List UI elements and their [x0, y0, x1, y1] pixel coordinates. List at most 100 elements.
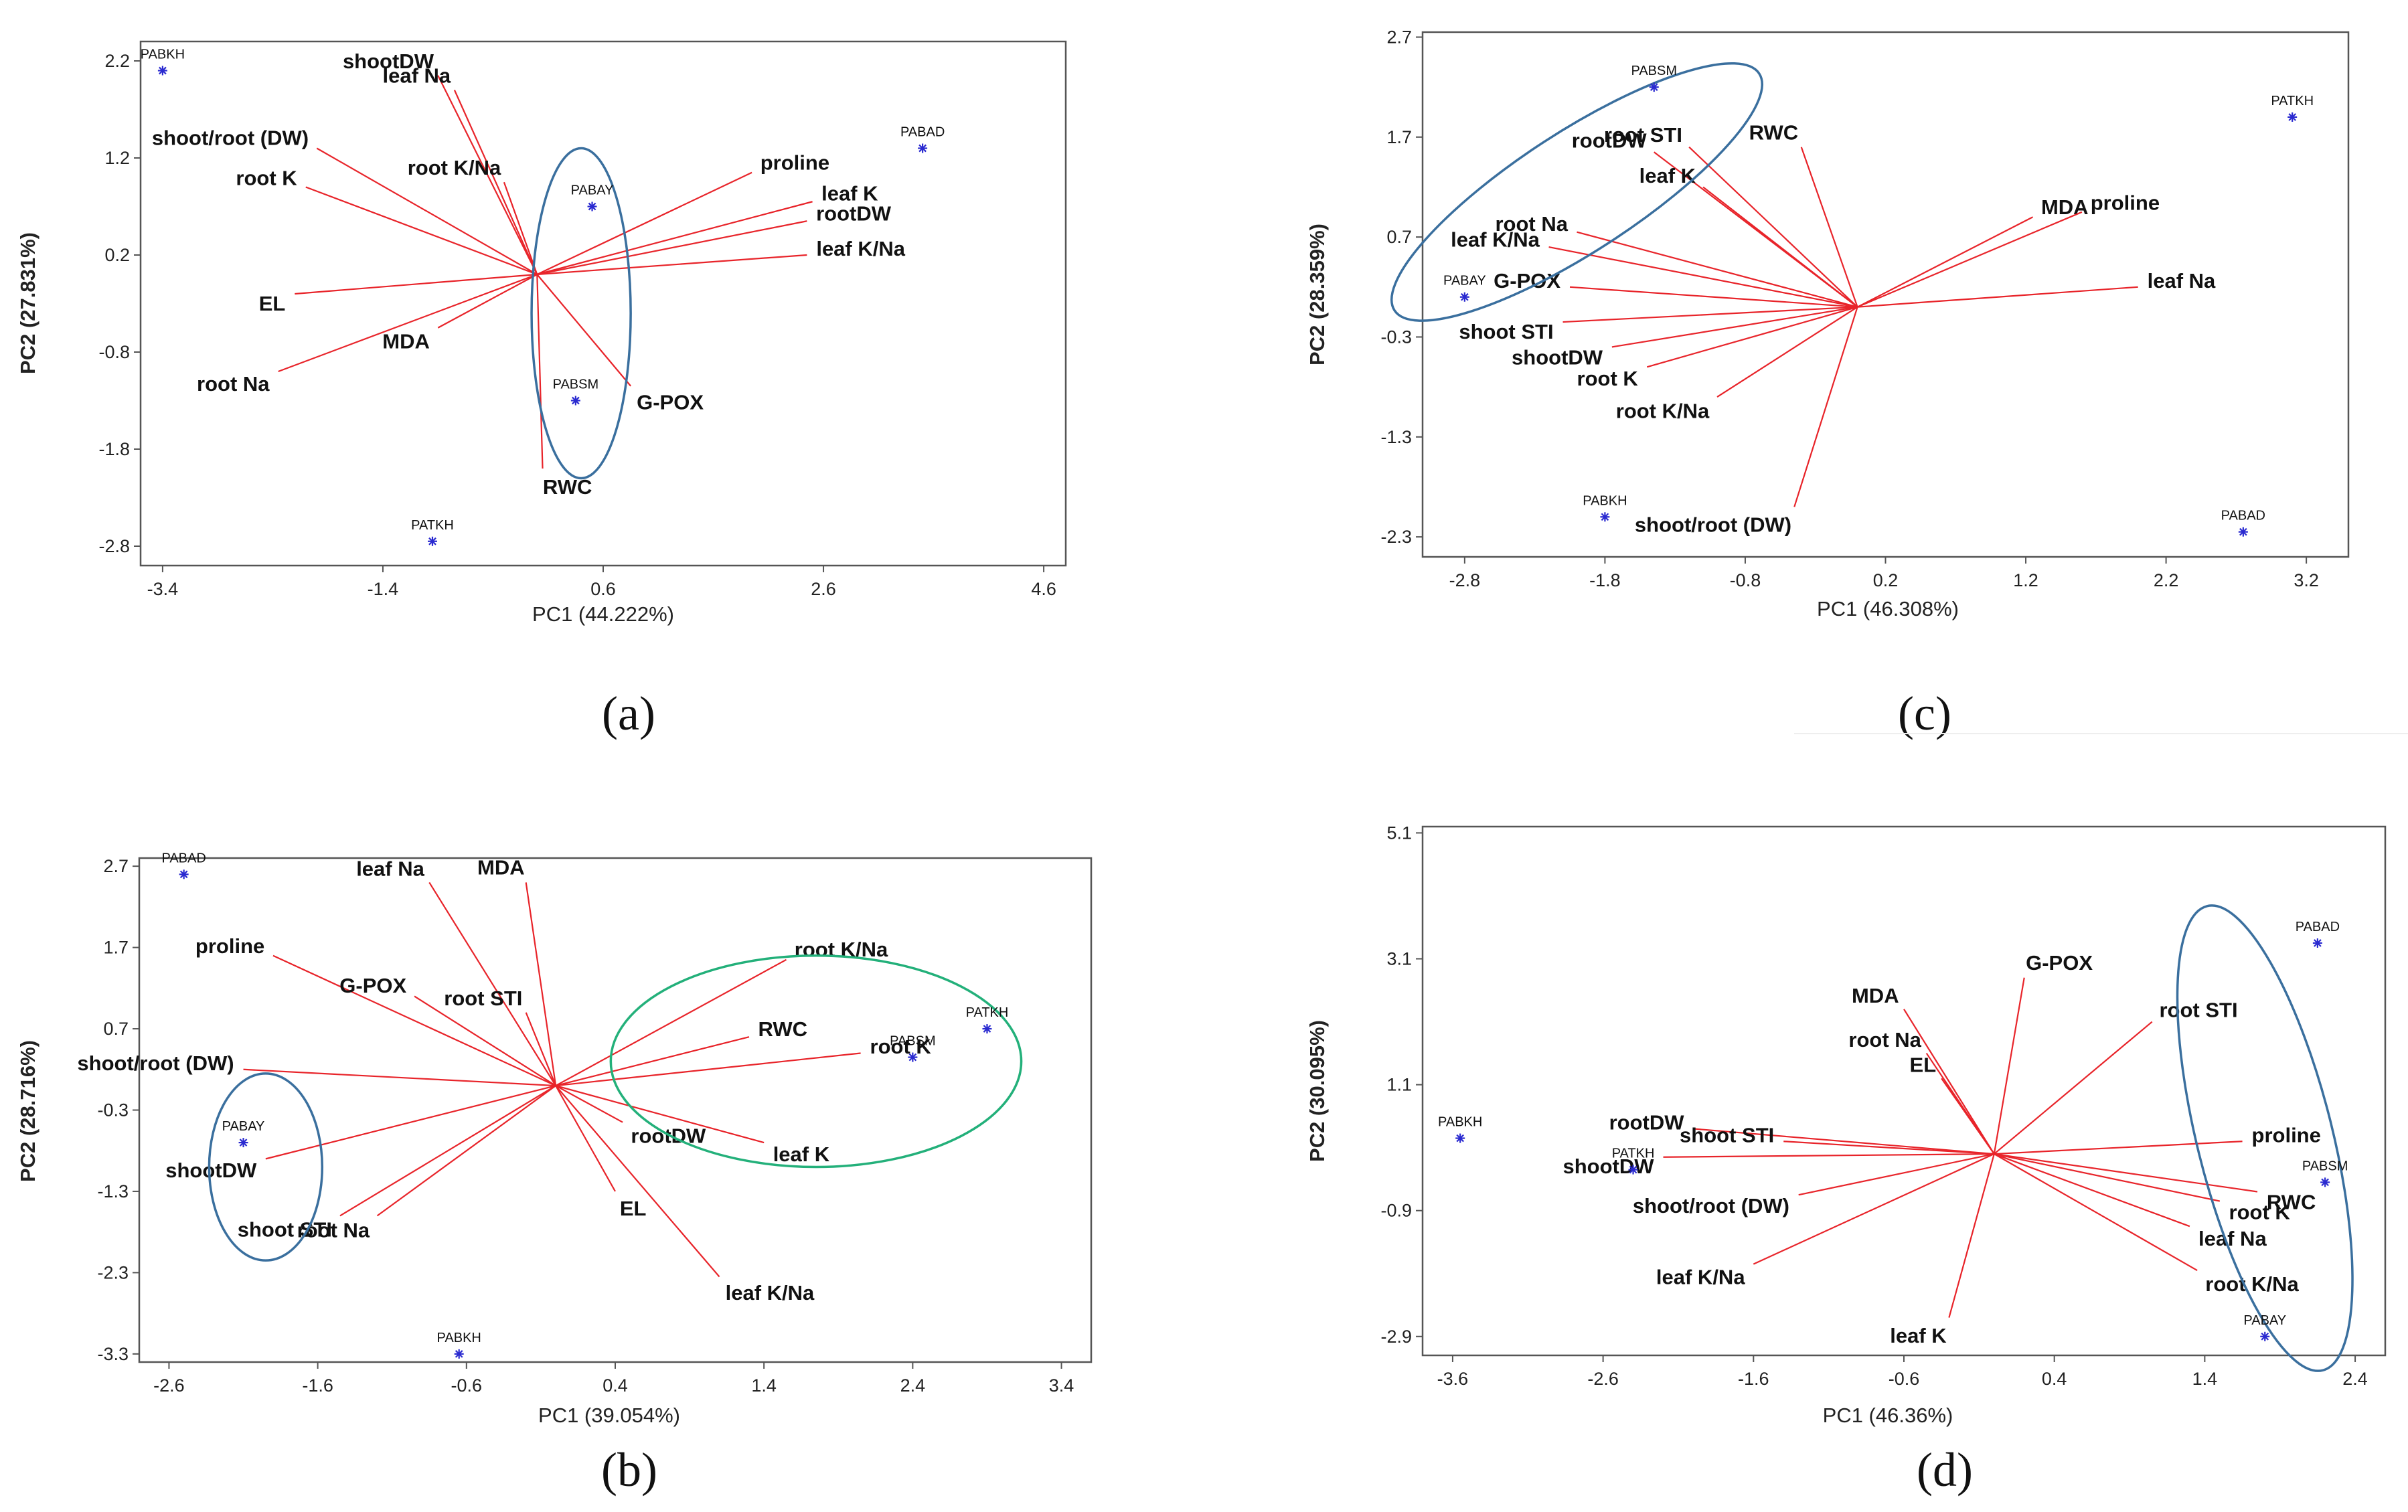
vector-label-proline: proline — [2091, 191, 2160, 214]
vector-label-proline: proline — [760, 151, 829, 175]
y-tick-label: -0.9 — [1380, 1201, 1412, 1221]
vector-label-rootdw: rootDW — [816, 202, 892, 226]
observation-marker-patkh — [1628, 1165, 1638, 1175]
observation-marker-pabkh — [1455, 1133, 1465, 1143]
vector-label-root-k-na: root K/Na — [1616, 400, 1710, 423]
x-tick-label: 0.2 — [1873, 570, 1899, 590]
observation-label-pabay: PABAY — [1443, 274, 1486, 288]
x-tick-label: 2.2 — [2154, 570, 2179, 590]
vector-label-el: EL — [620, 1197, 647, 1220]
x-tick-label: 0.6 — [590, 579, 616, 599]
loading-vector-el — [295, 273, 538, 295]
loading-vector-leaf-k — [537, 201, 813, 276]
y-tick-label: 0.2 — [104, 245, 130, 265]
loading-vector-leaf-k-na — [1548, 246, 1858, 308]
loading-vector-mda — [1857, 216, 2034, 308]
loading-vector-shoot-sti — [339, 1085, 556, 1217]
y-tick-label: -1.8 — [98, 439, 130, 459]
x-axis-label: PC1 (44.222%) — [532, 602, 674, 626]
y-tick-label: -3.3 — [97, 1344, 129, 1364]
vector-label-rwc: RWC — [1749, 121, 1798, 145]
loading-vector-leaf-na — [1994, 1153, 2190, 1228]
vector-label-root-k: root K — [1577, 367, 1639, 390]
observation-marker-pabkh — [1600, 512, 1610, 522]
vector-label-leaf-k-na: leaf K/Na — [726, 1281, 815, 1305]
y-tick-label: 2.7 — [103, 856, 129, 876]
vector-label-proline: proline — [195, 934, 264, 958]
observation-marker-pabad — [918, 143, 928, 153]
loading-vector-el — [555, 1085, 616, 1192]
x-tick-label: 3.4 — [1049, 1375, 1074, 1396]
y-tick-label: 1.7 — [1386, 127, 1412, 147]
y-tick-label: -0.3 — [1380, 327, 1412, 347]
vector-label-leaf-k: leaf K — [1890, 1324, 1947, 1347]
vector-label-root-sti: root STI — [1604, 123, 1682, 147]
loading-vector-shootdw — [1611, 306, 1858, 348]
vector-label-rootdw: rootDW — [1609, 1110, 1685, 1134]
cluster-ellipse — [2176, 904, 2354, 1372]
loading-vector-root-na — [278, 273, 538, 373]
loading-vector-shoot-sti — [1783, 1141, 1994, 1155]
loading-vector-g-pox — [1569, 286, 1858, 308]
vector-label-root-k-na: root K/Na — [795, 938, 888, 961]
x-axis-label: PC1 (39.054%) — [538, 1404, 680, 1427]
loading-vector-root-sti — [1994, 1021, 2153, 1155]
loading-vector-root-k — [556, 1052, 861, 1087]
y-axis-label: PC2 (28.716%) — [16, 1040, 39, 1182]
vector-label-el: EL — [259, 292, 286, 315]
y-axis-label: PC2 (27.831%) — [16, 232, 39, 374]
loading-vector-g-pox — [414, 995, 556, 1086]
vector-label-shoot-sti: shoot STI — [238, 1218, 332, 1242]
observation-label-patkh: PATKH — [966, 1005, 1009, 1020]
x-tick-label: 3.2 — [2294, 570, 2319, 590]
loading-vector-root-k-na — [1994, 1153, 2198, 1271]
panel-caption: (a) — [602, 687, 655, 740]
x-tick-label: -2.8 — [1449, 570, 1481, 590]
loading-vector-shootdw — [265, 1084, 556, 1160]
loading-vector-rootdw — [1693, 1128, 1994, 1155]
observation-label-pabay: PABAY — [222, 1119, 265, 1134]
x-tick-label: 2.6 — [811, 579, 836, 599]
loading-vector-root-k — [1994, 1153, 2221, 1202]
x-tick-label: -3.4 — [147, 579, 179, 599]
vector-label-shoot-root-dw: shoot/root (DW) — [77, 1052, 234, 1075]
loading-vector-rwc — [555, 1036, 750, 1087]
vector-label-shoot-sti: shoot STI — [1459, 320, 1553, 343]
observation-marker-patkh — [427, 536, 437, 546]
x-tick-label: -0.8 — [1730, 570, 1761, 590]
loading-vector-leaf-k — [1948, 1153, 1995, 1318]
x-tick-label: -0.6 — [451, 1375, 483, 1396]
observation-label-patkh: PATKH — [2271, 94, 2314, 108]
loading-vector-leaf-na — [453, 90, 538, 275]
y-tick-label: 3.1 — [1386, 949, 1412, 969]
x-tick-label: 0.4 — [2042, 1369, 2067, 1389]
cluster-ellipse — [208, 1072, 324, 1262]
loading-vector-leaf-k — [1702, 186, 1858, 308]
loading-vector-rwc — [1800, 147, 1858, 308]
panel-d: -3.6 -2.6 -1.6 -0.6 0.4 1.4 2.4 5.1 3.1 1.1 -0.9 -2… — [1305, 823, 2387, 1497]
y-tick-label: 0.7 — [103, 1019, 129, 1039]
loading-vector-shoot-root-dw — [1798, 1153, 1995, 1196]
vector-label-proline: proline — [2252, 1124, 2321, 1147]
loading-vector-leaf-k-na — [1753, 1153, 1995, 1265]
y-axis-label: PC2 (30.095%) — [1305, 1020, 1329, 1162]
observation-label-pabkh: PABKH — [1583, 493, 1627, 508]
x-tick-label: 2.4 — [900, 1375, 926, 1396]
y-tick-label: 0.7 — [1386, 227, 1412, 247]
y-tick-label: -2.8 — [98, 536, 130, 556]
loading-vector-root-k-na — [555, 958, 787, 1087]
plot-frame — [138, 857, 1093, 1363]
loading-vector-root-sti — [1688, 146, 1858, 308]
y-tick-label: -0.3 — [97, 1100, 129, 1120]
observation-label-pabay: PABAY — [571, 183, 614, 198]
y-tick-label: -2.3 — [1380, 527, 1412, 547]
vector-label-leaf-k-na: leaf K/Na — [1656, 1265, 1745, 1288]
loading-vector-shoot-sti — [1562, 306, 1858, 323]
loading-vector-leaf-k — [555, 1085, 765, 1144]
vector-label-leaf-k-na: leaf K/Na — [1451, 228, 1540, 251]
vector-label-root-na: root Na — [197, 372, 270, 396]
y-tick-label: -1.3 — [97, 1181, 129, 1201]
x-tick-label: -1.4 — [368, 579, 399, 599]
x-tick-label: -1.8 — [1589, 570, 1621, 590]
